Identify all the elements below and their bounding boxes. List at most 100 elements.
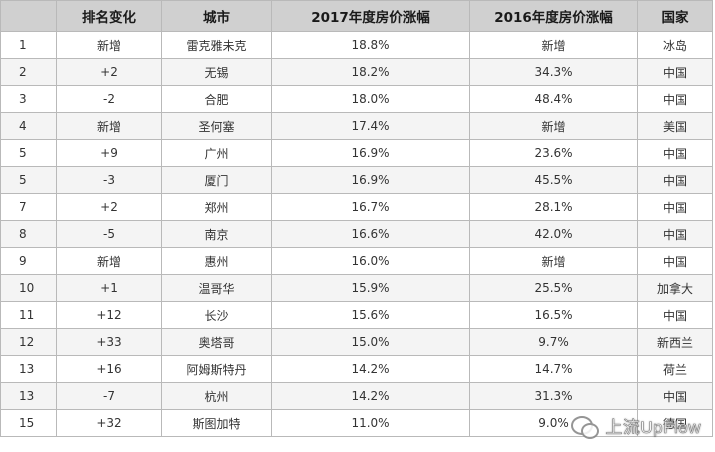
- table-row: 5 +9 广州 16.9% 23.6% 中国: [0, 139, 713, 167]
- cell-rank-change: 新增: [56, 247, 162, 275]
- cell-rise-2016: 9.7%: [469, 328, 638, 356]
- cell-rise-2017: 16.7%: [271, 193, 470, 221]
- cell-country: 中国: [637, 247, 713, 275]
- cell-city: 无锡: [161, 58, 272, 86]
- cell-rank: 5: [0, 139, 57, 167]
- cell-city: 惠州: [161, 247, 272, 275]
- table-row: 5 -3 厦门 16.9% 45.5% 中国: [0, 166, 713, 194]
- cell-country: 冰岛: [637, 31, 713, 59]
- cell-city: 南京: [161, 220, 272, 248]
- cell-rise-2016: 48.4%: [469, 85, 638, 113]
- table-header-row: 排名变化 城市 2017年度房价涨幅 2016年度房价涨幅 国家: [0, 0, 713, 32]
- cell-country: 中国: [637, 166, 713, 194]
- cell-rank-change: +33: [56, 328, 162, 356]
- table-row: 10 +1 温哥华 15.9% 25.5% 加拿大: [0, 274, 713, 302]
- cell-country: 荷兰: [637, 355, 713, 383]
- cell-rise-2017: 16.9%: [271, 139, 470, 167]
- cell-city: 合肥: [161, 85, 272, 113]
- cell-city: 杭州: [161, 382, 272, 410]
- cell-country: 中国: [637, 382, 713, 410]
- cell-rise-2017: 16.9%: [271, 166, 470, 194]
- header-country: 国家: [637, 0, 713, 32]
- cell-city: 长沙: [161, 301, 272, 329]
- cell-rise-2017: 15.9%: [271, 274, 470, 302]
- table-row: 15 +32 斯图加特 11.0% 9.0% 德国: [0, 409, 713, 437]
- watermark: 上流UpFlow: [571, 413, 701, 439]
- cell-rise-2017: 18.8%: [271, 31, 470, 59]
- header-rise-2017: 2017年度房价涨幅: [271, 0, 470, 32]
- cell-rank-change: +12: [56, 301, 162, 329]
- cell-country: 中国: [637, 85, 713, 113]
- cell-country: 中国: [637, 193, 713, 221]
- cell-rise-2016: 28.1%: [469, 193, 638, 221]
- cell-rise-2016: 新增: [469, 247, 638, 275]
- cell-rise-2016: 25.5%: [469, 274, 638, 302]
- header-rank: [0, 0, 57, 32]
- cell-country: 加拿大: [637, 274, 713, 302]
- table-row: 11 +12 长沙 15.6% 16.5% 中国: [0, 301, 713, 329]
- cell-country: 新西兰: [637, 328, 713, 356]
- cell-rank: 5: [0, 166, 57, 194]
- cell-rise-2017: 15.6%: [271, 301, 470, 329]
- table-row: 2 +2 无锡 18.2% 34.3% 中国: [0, 58, 713, 86]
- cell-city: 郑州: [161, 193, 272, 221]
- cell-rise-2016: 45.5%: [469, 166, 638, 194]
- cell-rank: 13: [0, 382, 57, 410]
- cell-rise-2016: 新增: [469, 112, 638, 140]
- cell-rank-change: 新增: [56, 112, 162, 140]
- cell-rank: 4: [0, 112, 57, 140]
- cell-city: 斯图加特: [161, 409, 272, 437]
- cell-rank: 1: [0, 31, 57, 59]
- table-row: 1 新增 雷克雅未克 18.8% 新增 冰岛: [0, 31, 713, 59]
- cell-country: 中国: [637, 301, 713, 329]
- cell-city: 厦门: [161, 166, 272, 194]
- cell-rank-change: +16: [56, 355, 162, 383]
- cell-city: 奥塔哥: [161, 328, 272, 356]
- watermark-text: 上流UpFlow: [605, 418, 701, 438]
- cell-rise-2017: 14.2%: [271, 382, 470, 410]
- cell-rank-change: +9: [56, 139, 162, 167]
- cell-rise-2016: 新增: [469, 31, 638, 59]
- table-body: 1 新增 雷克雅未克 18.8% 新增 冰岛 2 +2 无锡 18.2% 34.3% 中国 3 -2 合肥 1…: [0, 31, 713, 437]
- cell-rise-2017: 14.2%: [271, 355, 470, 383]
- cell-rise-2017: 11.0%: [271, 409, 470, 437]
- header-rank-change: 排名变化: [56, 0, 162, 32]
- cell-rise-2017: 16.6%: [271, 220, 470, 248]
- cell-rise-2017: 17.4%: [271, 112, 470, 140]
- cell-rank: 12: [0, 328, 57, 356]
- cell-rank: 2: [0, 58, 57, 86]
- cell-rise-2017: 16.0%: [271, 247, 470, 275]
- cell-country: 中国: [637, 220, 713, 248]
- cell-rank: 13: [0, 355, 57, 383]
- cell-rank-change: +2: [56, 58, 162, 86]
- cell-rise-2017: 18.2%: [271, 58, 470, 86]
- cell-country: 中国: [637, 139, 713, 167]
- cell-country: 中国: [637, 58, 713, 86]
- cell-rank: 7: [0, 193, 57, 221]
- cell-rank-change: +32: [56, 409, 162, 437]
- cell-rank: 9: [0, 247, 57, 275]
- table-row: 13 +16 阿姆斯特丹 14.2% 14.7% 荷兰: [0, 355, 713, 383]
- cell-rise-2016: 42.0%: [469, 220, 638, 248]
- cell-rise-2017: 18.0%: [271, 85, 470, 113]
- table-row: 8 -5 南京 16.6% 42.0% 中国: [0, 220, 713, 248]
- cell-rank: 3: [0, 85, 57, 113]
- cell-rise-2016: 14.7%: [469, 355, 638, 383]
- wechat-icon: [571, 414, 600, 439]
- cell-rank-change: 新增: [56, 31, 162, 59]
- cell-rise-2017: 15.0%: [271, 328, 470, 356]
- cell-country: 德国: [637, 409, 713, 437]
- cell-rank: 11: [0, 301, 57, 329]
- cell-rank-change: -7: [56, 382, 162, 410]
- cell-rank-change: +1: [56, 274, 162, 302]
- cell-city: 雷克雅未克: [161, 31, 272, 59]
- cell-country: 美国: [637, 112, 713, 140]
- cell-rank-change: -3: [56, 166, 162, 194]
- house-price-ranking-table: 排名变化 城市 2017年度房价涨幅 2016年度房价涨幅 国家 1 新增 雷克雅未…: [0, 0, 713, 437]
- cell-rise-2016: 34.3%: [469, 58, 638, 86]
- cell-rank: 15: [0, 409, 57, 437]
- cell-city: 广州: [161, 139, 272, 167]
- header-city: 城市: [161, 0, 272, 32]
- table-row: 9 新增 惠州 16.0% 新增 中国: [0, 247, 713, 275]
